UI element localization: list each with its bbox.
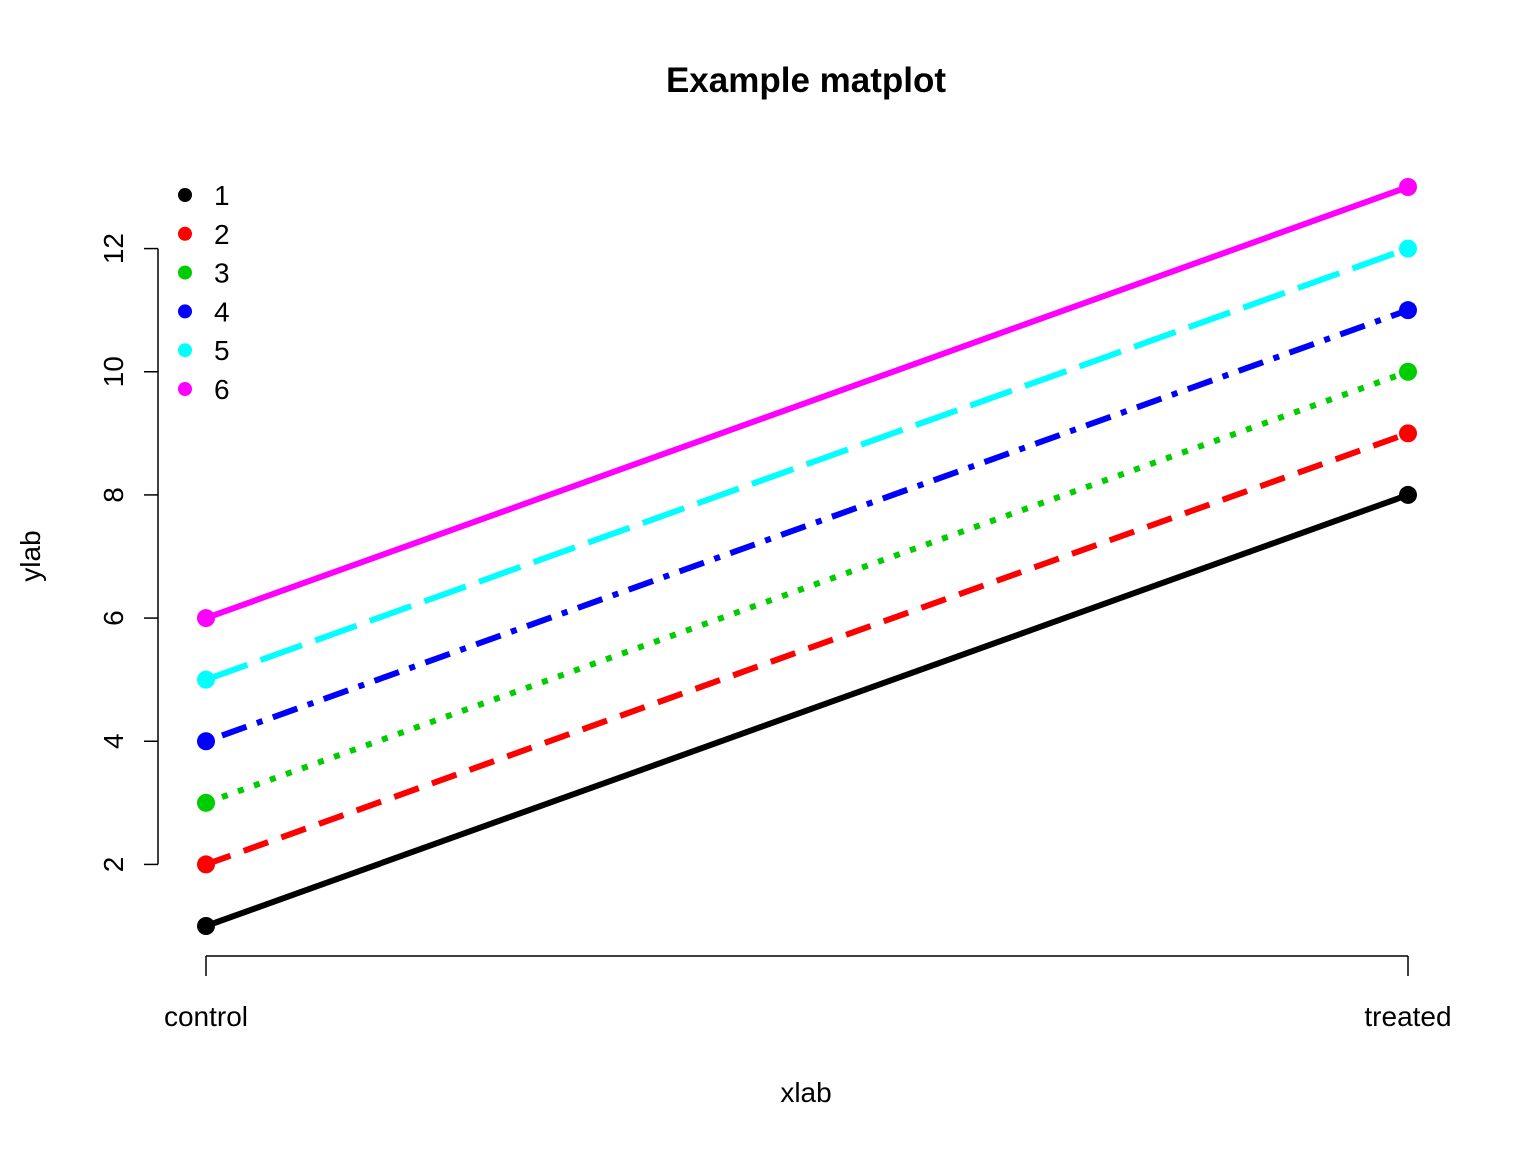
series-line-2 (204, 430, 1410, 868)
series-point-5 (1399, 239, 1417, 258)
series-group (197, 178, 1417, 935)
series-line-3 (204, 368, 1410, 806)
y-tick-label: 8 (98, 487, 129, 503)
legend-marker (178, 343, 192, 358)
legend-label: 1 (214, 180, 230, 211)
legend-label: 4 (214, 296, 230, 327)
series-point-6 (197, 609, 215, 628)
y-tick-label: 10 (98, 356, 129, 387)
y-tick-label: 6 (98, 610, 129, 626)
series-line-4 (204, 307, 1410, 745)
y-tick-label: 2 (98, 857, 129, 873)
legend-label: 3 (214, 258, 230, 289)
x-tick-label: control (164, 1001, 248, 1032)
series-point-5 (197, 670, 215, 689)
legend-marker (178, 382, 192, 396)
series-line-5 (204, 245, 1410, 683)
series-point-1 (1399, 485, 1417, 504)
series-point-4 (197, 732, 215, 751)
series-point-4 (1399, 301, 1417, 320)
legend-label: 6 (214, 374, 230, 405)
legend-label: 5 (214, 335, 230, 366)
legend-marker (178, 265, 192, 280)
axes: 2 4 6 8 10 12 control treated (98, 233, 1452, 1032)
series-line-6 (204, 184, 1410, 621)
series-point-1 (197, 917, 215, 935)
x-axis-label: xlab (780, 1077, 831, 1108)
series-point-2 (197, 855, 215, 874)
y-axis-label: ylab (15, 530, 46, 581)
legend: 1 2 3 4 5 6 (178, 180, 230, 405)
y-tick-label: 12 (98, 233, 129, 264)
series-point-3 (1399, 362, 1417, 381)
legend-marker (178, 304, 192, 319)
series-line-1 (204, 492, 1410, 929)
y-tick-label: 4 (98, 733, 129, 749)
series-point-3 (197, 793, 215, 812)
legend-marker (178, 188, 192, 202)
legend-label: 2 (214, 219, 230, 250)
chart-title: Example matplot (666, 61, 946, 100)
series-point-6 (1399, 178, 1417, 196)
series-point-2 (1399, 424, 1417, 443)
x-tick-label: treated (1364, 1001, 1451, 1032)
legend-marker (178, 226, 192, 241)
